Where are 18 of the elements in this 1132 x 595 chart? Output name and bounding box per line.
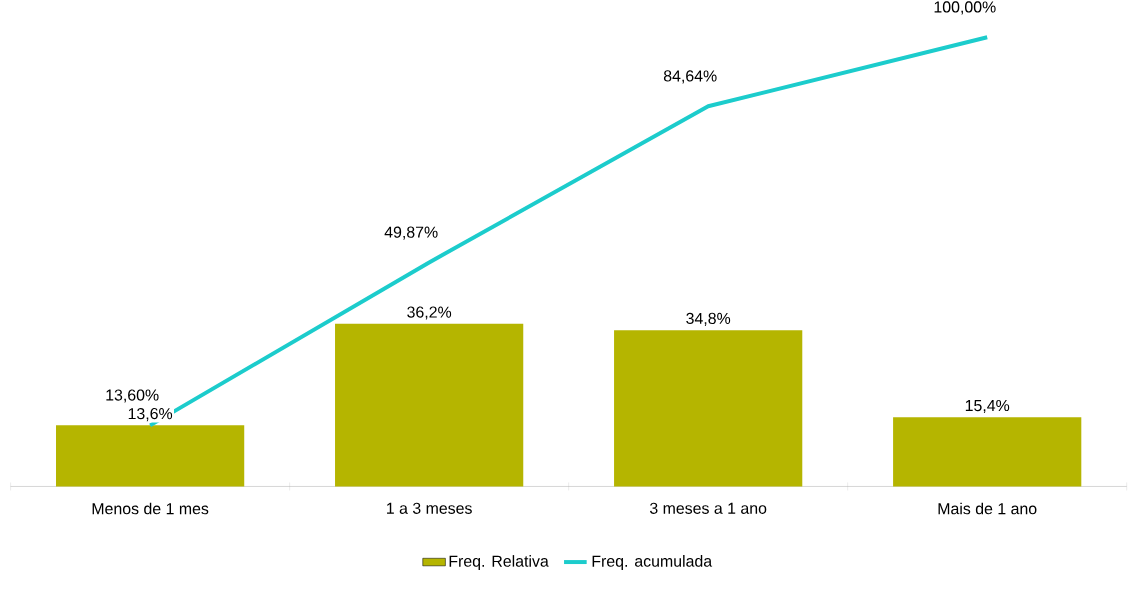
data-label: 34,8% (686, 312, 731, 326)
data-label: 100,00% (934, 1, 996, 15)
data-label: 49,87% (384, 226, 438, 240)
x-tick-label: Menos de 1 mes (92, 502, 209, 515)
data-label: 15,4% (965, 399, 1010, 413)
data-label: 13,60% (106, 389, 159, 403)
x-tick-label: 1 a 3 meses (387, 502, 472, 514)
bar (893, 417, 1082, 487)
legend-label: Freq. acumulada (592, 555, 713, 570)
data-label: 84,64% (663, 70, 717, 84)
data-label: 13,6% (128, 407, 173, 422)
data-label: 36,2% (407, 306, 452, 320)
x-tick-label: Mais de 1 ano (938, 502, 1037, 515)
bar (56, 425, 245, 487)
x-tick-label: 3 meses a 1 ano (649, 502, 767, 514)
legend-label: Freq. Relativa (449, 555, 549, 570)
bar (614, 330, 803, 487)
bar (335, 323, 524, 487)
